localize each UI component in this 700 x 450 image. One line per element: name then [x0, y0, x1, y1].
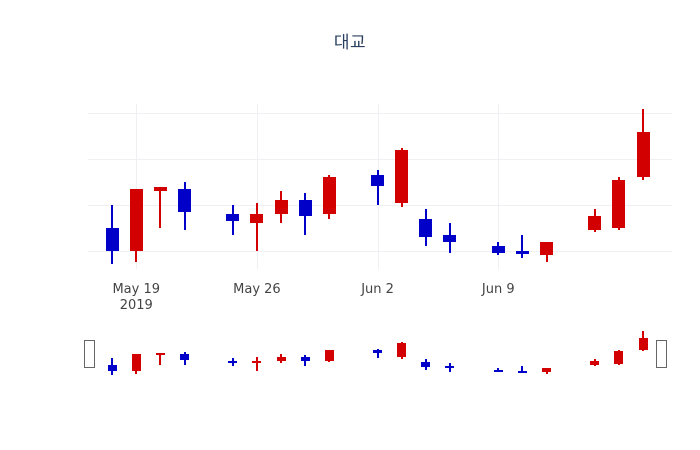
candle-wick — [159, 186, 162, 228]
candle-wick — [255, 202, 258, 251]
candle-body — [371, 175, 385, 187]
candle-body — [612, 179, 626, 228]
rangeslider-candle-body — [590, 361, 600, 366]
rangeslider-candle-body — [493, 369, 503, 372]
candle-body — [540, 241, 553, 256]
rangeslider-candle-body — [638, 337, 648, 351]
candle-body — [153, 186, 167, 192]
candle-body — [515, 250, 529, 254]
candle-body — [226, 214, 240, 221]
candle-body — [105, 227, 119, 251]
rangeslider-candle-body — [445, 366, 455, 369]
rangeslider-candle-body — [373, 349, 383, 353]
rangeslider-candle-body — [180, 353, 190, 360]
candle-wick — [521, 234, 524, 258]
gridline-x — [136, 104, 138, 269]
rangeslider-candle-body — [107, 364, 117, 371]
candle-body — [250, 214, 264, 224]
gridline-y-6100 — [88, 204, 672, 206]
candle-body — [419, 218, 433, 237]
rangeslider-candle-body — [397, 342, 407, 358]
rangeslider-candle-body — [542, 368, 551, 373]
rangeslider-candle-body — [228, 360, 238, 363]
rangeslider-candle-body — [155, 353, 165, 355]
rangeslider[interactable] — [84, 330, 672, 376]
rangeslider-handle-left[interactable] — [84, 340, 95, 368]
x-tick-label: Jun 2 — [361, 282, 394, 297]
rangeslider-candle-wick — [521, 366, 524, 373]
x-tick-label: May 19 2019 — [112, 282, 161, 313]
rangeslider-candle-wick — [159, 353, 162, 365]
candle-body — [129, 188, 143, 251]
candle-body — [178, 188, 192, 212]
rangeslider-candle-wick — [255, 357, 258, 371]
candle-body — [298, 200, 312, 217]
gridline-x — [256, 104, 258, 269]
candle-body — [322, 177, 336, 214]
rangeslider-candle-body — [300, 356, 310, 362]
rangeslider-candle-body — [252, 360, 262, 364]
gridline-y-6200 — [88, 159, 672, 160]
candle-body — [274, 200, 288, 214]
rangeslider-candle-body — [614, 351, 624, 365]
rangeslider-handle-right[interactable] — [655, 340, 667, 368]
x-tick-label: May 26 — [233, 282, 281, 297]
rangeslider-candle-body — [421, 361, 431, 368]
rangeslider-candle-body — [517, 370, 527, 373]
x-tick-label: Jun 9 — [481, 282, 515, 297]
candle-body — [395, 149, 409, 203]
gridline-y-6000 — [88, 250, 672, 252]
gridline-x — [498, 104, 500, 269]
rangeslider-candle-wick — [376, 348, 379, 359]
candle-body — [588, 216, 602, 231]
candle-body — [636, 131, 650, 178]
candle-body — [491, 246, 505, 253]
page-title: 대교 — [333, 33, 367, 53]
rangeslider-candle-body — [276, 356, 286, 361]
gridline-y-6300 — [88, 113, 672, 115]
candle-wick — [376, 170, 379, 205]
rangeslider-candle-body — [324, 350, 334, 361]
rangeslider-candle-body — [131, 353, 141, 371]
candle-body — [443, 234, 457, 242]
